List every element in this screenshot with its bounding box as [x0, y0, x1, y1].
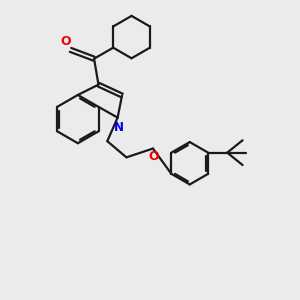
Text: N: N — [113, 122, 124, 134]
Text: O: O — [148, 150, 159, 163]
Text: O: O — [61, 35, 71, 48]
